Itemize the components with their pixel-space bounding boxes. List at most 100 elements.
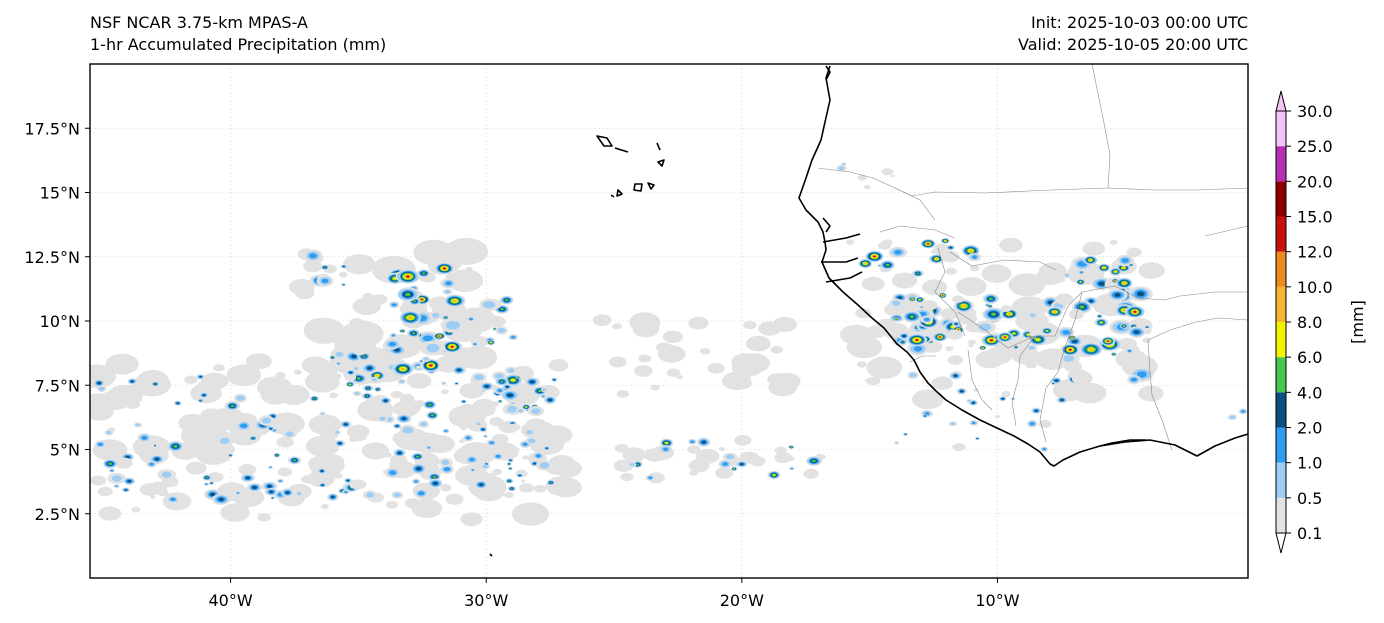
precip-halo (444, 237, 489, 265)
precip-cell (816, 453, 822, 458)
precip-cell (542, 395, 545, 398)
precip-cell (351, 354, 357, 359)
precip-halo (622, 447, 646, 463)
precip-cell (408, 316, 413, 319)
precip-cell (320, 470, 324, 472)
precip-cell (459, 439, 466, 444)
precip-cell (420, 421, 427, 427)
precip-cell (170, 497, 176, 502)
precip-cell (252, 437, 254, 439)
precip-cell (556, 435, 562, 439)
precip-cell (499, 401, 501, 402)
precip-cell (430, 414, 435, 417)
precip-cell (504, 299, 509, 302)
precip-halo (608, 356, 627, 368)
precip-cell (701, 440, 707, 444)
precip-cell (1122, 282, 1126, 285)
precip-halo (446, 269, 484, 292)
precip-halo (213, 364, 225, 372)
precip-cell (1001, 397, 1005, 400)
precip-cell (415, 365, 421, 369)
precip-cell (267, 484, 272, 488)
precip-cell (790, 446, 792, 448)
precip-halo (90, 475, 107, 486)
precip-cell (1012, 332, 1016, 335)
precip-halo (519, 483, 535, 493)
precip-cell (391, 303, 397, 307)
colorbar-tick-label: 6.0 (1297, 348, 1322, 367)
precip-cell (1098, 315, 1101, 317)
precip-cell (485, 463, 488, 465)
precip-cell (397, 451, 402, 455)
precip-cell (97, 442, 103, 446)
precip-cell (415, 455, 420, 458)
precip-halo (390, 454, 408, 465)
precip-cell (422, 335, 433, 342)
precip-cell (349, 436, 357, 442)
precip-cell (353, 366, 359, 370)
precip-cell (417, 491, 425, 496)
precip-cell (309, 253, 317, 259)
precip-cell (111, 475, 122, 482)
precip-halo (1096, 387, 1107, 394)
precip-cell (272, 397, 281, 403)
precipitation-field (90, 162, 1248, 527)
precip-cell (388, 341, 396, 347)
precip-halo (718, 447, 726, 452)
precip-cell (229, 454, 232, 456)
precip-cell (517, 377, 519, 378)
precip-cell (494, 328, 496, 330)
colorbar-segment (1276, 111, 1286, 147)
precip-cell (535, 454, 541, 458)
precip-cell (230, 404, 235, 408)
precip-halo (803, 468, 819, 479)
colorbar-segment (1276, 146, 1286, 182)
precip-halo (178, 413, 208, 433)
precip-cell (1038, 419, 1052, 428)
precip-cell (482, 301, 496, 309)
precip-cell (857, 174, 867, 181)
precip-cell (313, 397, 316, 400)
precip-cell (1071, 339, 1078, 343)
precip-cell (471, 469, 475, 471)
precip-cell (285, 431, 294, 437)
precip-cell (1060, 398, 1064, 402)
precip-cell (344, 373, 357, 382)
precip-halo (185, 461, 207, 475)
precip-cell (114, 457, 133, 469)
precip-cell (863, 262, 867, 265)
precip-cell (1052, 310, 1057, 313)
precip-halo (220, 503, 250, 522)
precip-cell (508, 480, 511, 482)
precip-halo (856, 361, 867, 368)
precip-cell (904, 433, 907, 435)
precip-halo (445, 493, 464, 505)
precip-cell (508, 423, 521, 432)
precip-cell (1062, 330, 1070, 335)
precip-cell (1113, 353, 1115, 355)
precip-cell (320, 412, 325, 415)
precip-cell (1026, 333, 1030, 336)
precip-cell (375, 374, 379, 377)
precip-cell (423, 357, 429, 361)
precip-halo (131, 506, 141, 513)
precip-cell (687, 445, 701, 454)
latitude-axis: 17.5°N 15°N 12.5°N 10°N 7.5°N 5°N 2.5°N (24, 119, 90, 524)
precip-cell (349, 383, 352, 385)
precip-halo (945, 267, 957, 275)
precip-cell (537, 389, 542, 393)
precip-cell (154, 383, 157, 385)
precip-cell (346, 479, 350, 482)
precip-cell (1042, 448, 1046, 451)
precip-cell (545, 447, 548, 449)
precip-cell (432, 312, 440, 318)
precip-cell (276, 436, 294, 448)
lat-tick-label: 15°N (40, 184, 80, 203)
precip-halo (459, 382, 485, 399)
precip-cell (271, 415, 275, 418)
precip-cell (269, 466, 272, 468)
precip-halo (385, 501, 399, 509)
precip-cell (961, 304, 966, 308)
precip-halo (548, 358, 569, 372)
precip-cell (366, 492, 374, 498)
